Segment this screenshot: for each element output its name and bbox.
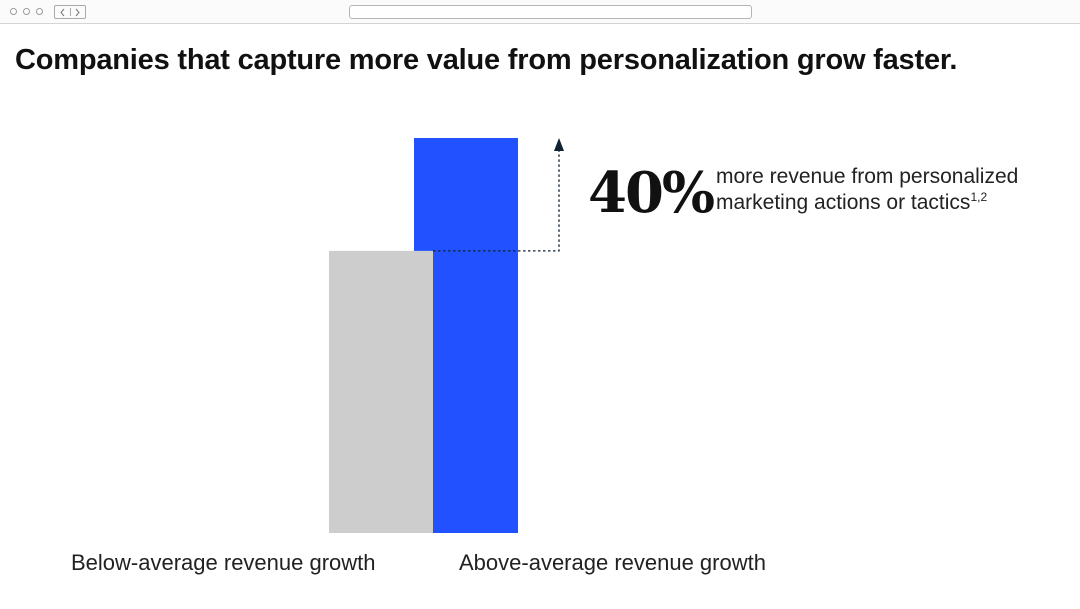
- browser-window-bar: [0, 0, 1080, 24]
- nav-divider: [70, 8, 71, 16]
- category-label-above: Above-average revenue growth: [459, 550, 766, 575]
- nav-buttons: [54, 5, 86, 19]
- growth-annotation: [433, 138, 564, 252]
- callout-footnote: 1,2: [970, 190, 988, 204]
- window-close-dot[interactable]: [10, 8, 17, 15]
- annotation-dotted-line: [433, 148, 560, 252]
- annotation-arrowhead: [554, 138, 564, 151]
- window-minimize-dot[interactable]: [23, 8, 30, 15]
- category-label-below: Below-average revenue growth: [71, 550, 376, 575]
- bar-below-average: [329, 250, 433, 533]
- callout-description: more revenue from personalized marketing…: [716, 165, 1019, 214]
- callout-text: more revenue from personalized marketing…: [716, 164, 1066, 216]
- page-title: Companies that capture more value from p…: [15, 44, 958, 76]
- forward-arrow-icon[interactable]: [74, 8, 82, 17]
- bars-group: [329, 138, 518, 533]
- address-bar[interactable]: [349, 5, 752, 19]
- back-arrow-icon[interactable]: [59, 8, 67, 17]
- callout-value: 40%: [588, 160, 715, 226]
- window-zoom-dot[interactable]: [36, 8, 43, 15]
